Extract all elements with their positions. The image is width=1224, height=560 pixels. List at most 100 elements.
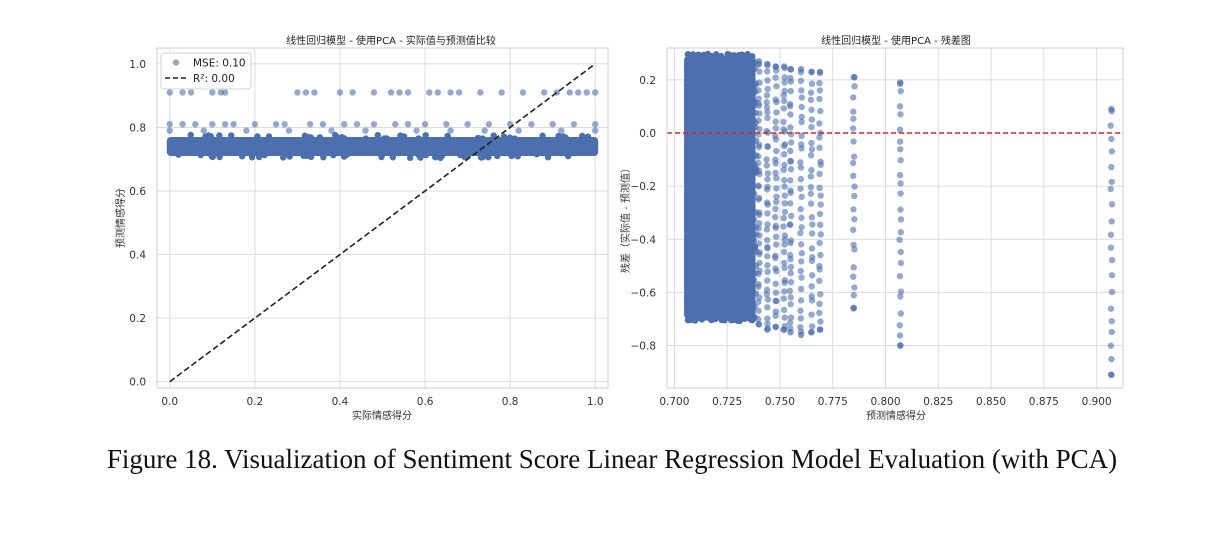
data-point [754, 153, 762, 160]
data-point [816, 326, 824, 333]
data-point [808, 139, 815, 147]
data-point [808, 245, 816, 252]
band-edge-point [209, 153, 216, 161]
band-edge-point [265, 133, 273, 140]
data-point [179, 121, 186, 128]
x-tick-label: 0.875 [1029, 396, 1059, 408]
data-point [781, 161, 788, 169]
y-tick-label: 0.2 [639, 75, 656, 87]
band-edge-point [316, 134, 324, 141]
data-point [772, 63, 779, 70]
band-edge-point [700, 51, 708, 59]
data-point [780, 306, 788, 314]
data-point [896, 126, 904, 133]
data-point [797, 307, 804, 314]
data-point [477, 89, 484, 96]
data-point [341, 121, 348, 128]
data-point [1108, 178, 1115, 186]
data-point [328, 127, 335, 134]
data-point [896, 332, 904, 339]
data-point [797, 175, 805, 183]
band-edge-point [281, 151, 289, 158]
data-point [387, 89, 395, 96]
data-point [780, 97, 788, 105]
data-point [549, 121, 556, 128]
data-point [755, 58, 763, 65]
data-point [166, 127, 173, 134]
data-point [763, 104, 771, 111]
chart1-y-ticks: 0.0 0.2 0.4 0.6 0.8 1.0 [129, 59, 146, 389]
band-edge-point [579, 132, 586, 140]
band-edge-point [749, 53, 756, 60]
data-point [816, 144, 823, 151]
data-point [434, 89, 442, 96]
data-point [781, 176, 788, 184]
band-edge-point [750, 116, 757, 124]
data-point [302, 89, 310, 96]
data-point [519, 89, 527, 96]
data-point [807, 200, 815, 207]
data-point [798, 132, 805, 140]
band-edge-point [420, 151, 428, 158]
band-edge-point [444, 134, 452, 141]
data-point [781, 200, 788, 207]
data-point [817, 231, 824, 238]
x-tick-label: 0.2 [247, 396, 264, 408]
data-point [807, 173, 815, 180]
data-point [797, 229, 804, 237]
data-point [896, 236, 903, 243]
band-edge-point [406, 154, 414, 162]
data-point [897, 288, 905, 295]
data-point [575, 89, 582, 96]
band-edge-point [227, 132, 235, 139]
data-point [787, 111, 794, 118]
data-point [764, 142, 771, 150]
data-point [817, 201, 824, 208]
data-point [816, 184, 823, 192]
data-point [808, 68, 815, 76]
data-point [797, 331, 805, 339]
data-point [370, 89, 378, 96]
data-point [755, 141, 763, 148]
chart1-legend: MSE: 0.10 R²: 0.00 [160, 52, 252, 90]
data-point [772, 241, 780, 248]
data-point [781, 264, 788, 272]
legend-box [160, 52, 252, 90]
y-tick-label: −0.8 [631, 341, 657, 353]
data-point [772, 125, 780, 132]
band-edge-point [422, 132, 429, 139]
data-point [413, 127, 420, 134]
data-point [851, 284, 858, 291]
band-edge-point [333, 133, 341, 141]
data-point [780, 105, 788, 112]
data-point [243, 127, 250, 134]
identity-line [169, 63, 596, 383]
data-point [763, 286, 771, 293]
data-point [816, 95, 823, 103]
data-point [1108, 272, 1116, 279]
data-point [807, 96, 815, 103]
data-point [336, 89, 344, 96]
data-point [1107, 231, 1115, 238]
data-point [816, 239, 823, 247]
data-point [897, 248, 904, 256]
data-point [781, 208, 789, 216]
data-point [772, 222, 779, 230]
data-point [319, 121, 327, 128]
data-point [1107, 244, 1115, 251]
data-point [850, 115, 857, 122]
band-edge-point [374, 131, 382, 139]
band-edge-point [248, 154, 256, 161]
chart1-x-ticks: 0.0 0.2 0.4 0.6 0.8 1.0 [161, 396, 603, 408]
data-point [272, 121, 280, 128]
data-point [772, 74, 779, 81]
data-point [498, 89, 505, 96]
y-tick-label: 0.0 [639, 128, 656, 140]
data-point [756, 209, 763, 216]
data-point [755, 167, 763, 174]
data-point [797, 285, 805, 293]
data-point [251, 121, 259, 128]
x-tick-label: 0.800 [870, 396, 900, 408]
data-point [780, 118, 787, 126]
data-point [763, 199, 771, 206]
